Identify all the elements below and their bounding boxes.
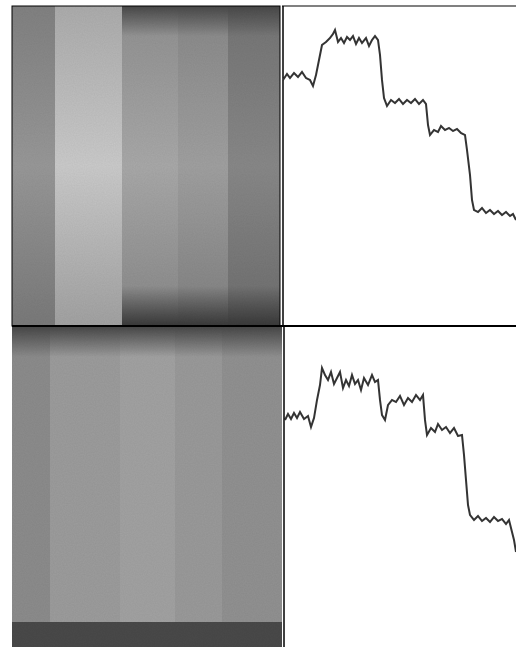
figure — [0, 0, 516, 647]
intensity-profile — [283, 30, 516, 220]
top-image — [12, 6, 280, 326]
page: {} — [0, 0, 516, 647]
intensity-profile — [285, 368, 516, 552]
top-profile — [282, 6, 516, 326]
bottom-image — [12, 327, 282, 647]
bottom-profile — [284, 327, 516, 647]
